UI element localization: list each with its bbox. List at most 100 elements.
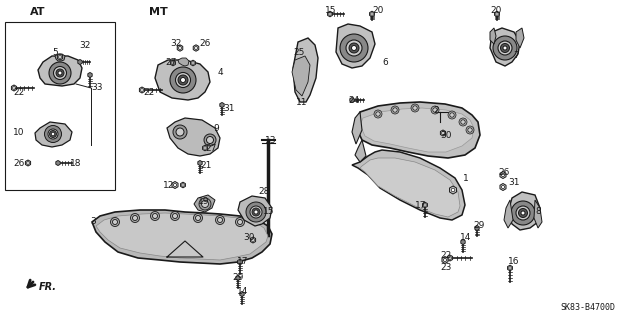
- Text: 22: 22: [143, 87, 154, 97]
- Polygon shape: [534, 200, 542, 228]
- Polygon shape: [369, 11, 374, 17]
- Text: 27: 27: [205, 143, 216, 153]
- Text: 14: 14: [237, 287, 248, 297]
- Polygon shape: [328, 11, 332, 17]
- Text: 12: 12: [163, 180, 174, 189]
- Circle shape: [218, 218, 223, 222]
- Circle shape: [58, 71, 62, 75]
- Text: 22: 22: [13, 87, 24, 97]
- Circle shape: [170, 67, 196, 93]
- Polygon shape: [352, 150, 465, 220]
- Polygon shape: [55, 54, 65, 61]
- Polygon shape: [198, 161, 202, 165]
- Polygon shape: [292, 56, 310, 96]
- Circle shape: [176, 128, 184, 136]
- Text: 28: 28: [258, 188, 269, 196]
- Circle shape: [13, 87, 15, 89]
- Circle shape: [195, 215, 200, 220]
- Text: 26: 26: [498, 167, 509, 177]
- Circle shape: [173, 125, 187, 139]
- Text: 7: 7: [513, 51, 519, 60]
- Circle shape: [468, 128, 472, 132]
- Polygon shape: [203, 145, 207, 151]
- Text: 2: 2: [433, 106, 438, 115]
- Text: 19: 19: [198, 197, 209, 206]
- Circle shape: [113, 220, 118, 225]
- Polygon shape: [191, 60, 195, 66]
- Circle shape: [49, 62, 71, 84]
- Circle shape: [150, 212, 159, 220]
- Polygon shape: [293, 38, 318, 102]
- Polygon shape: [250, 237, 255, 243]
- Polygon shape: [155, 60, 210, 100]
- Polygon shape: [442, 257, 448, 263]
- Polygon shape: [352, 112, 362, 144]
- Text: 8: 8: [535, 207, 541, 217]
- Circle shape: [57, 162, 59, 164]
- Text: 10: 10: [13, 127, 24, 137]
- Circle shape: [111, 218, 120, 227]
- Circle shape: [51, 132, 55, 136]
- Polygon shape: [236, 276, 240, 281]
- Circle shape: [237, 277, 239, 279]
- Circle shape: [459, 118, 467, 126]
- Circle shape: [49, 131, 56, 138]
- Circle shape: [252, 208, 260, 216]
- Circle shape: [329, 13, 332, 15]
- Circle shape: [54, 67, 67, 79]
- Polygon shape: [490, 28, 520, 66]
- Circle shape: [250, 206, 262, 218]
- Circle shape: [59, 56, 61, 58]
- Circle shape: [27, 162, 29, 164]
- Text: 26: 26: [199, 38, 211, 47]
- Text: 15: 15: [325, 5, 337, 14]
- Circle shape: [173, 213, 177, 219]
- Circle shape: [511, 201, 535, 225]
- Text: 17: 17: [237, 258, 248, 267]
- Text: 21: 21: [200, 161, 211, 170]
- Circle shape: [349, 43, 359, 53]
- Text: 26: 26: [13, 158, 24, 167]
- Circle shape: [498, 41, 512, 55]
- Text: 32: 32: [79, 41, 90, 50]
- Circle shape: [433, 108, 437, 112]
- Polygon shape: [178, 58, 189, 66]
- Text: 29: 29: [232, 274, 243, 283]
- Text: 32: 32: [170, 38, 181, 47]
- Circle shape: [178, 75, 188, 85]
- Circle shape: [462, 241, 464, 243]
- Text: 33: 33: [91, 83, 102, 92]
- Text: 16: 16: [508, 258, 520, 267]
- Circle shape: [132, 215, 138, 220]
- Polygon shape: [461, 239, 465, 244]
- Circle shape: [496, 13, 499, 15]
- Circle shape: [216, 215, 225, 225]
- Circle shape: [461, 120, 465, 124]
- Circle shape: [450, 113, 454, 117]
- Circle shape: [152, 213, 157, 219]
- Circle shape: [182, 184, 184, 186]
- Polygon shape: [350, 98, 354, 102]
- Polygon shape: [38, 56, 82, 86]
- Circle shape: [199, 198, 211, 210]
- Circle shape: [451, 188, 455, 192]
- Circle shape: [516, 206, 530, 220]
- Text: AT: AT: [30, 7, 45, 17]
- Text: 1: 1: [463, 173, 468, 182]
- Circle shape: [501, 173, 504, 177]
- Circle shape: [175, 73, 191, 87]
- Text: 14: 14: [460, 234, 472, 243]
- Circle shape: [518, 209, 527, 218]
- Circle shape: [48, 129, 58, 139]
- Polygon shape: [92, 210, 272, 264]
- Polygon shape: [88, 73, 92, 77]
- Polygon shape: [440, 130, 445, 136]
- Text: SK83-B4700D: SK83-B4700D: [560, 303, 615, 313]
- Circle shape: [411, 104, 419, 112]
- Circle shape: [179, 47, 182, 50]
- Circle shape: [509, 267, 511, 269]
- Polygon shape: [78, 60, 82, 65]
- Circle shape: [448, 111, 456, 119]
- Text: 30: 30: [440, 131, 451, 140]
- Circle shape: [351, 99, 353, 101]
